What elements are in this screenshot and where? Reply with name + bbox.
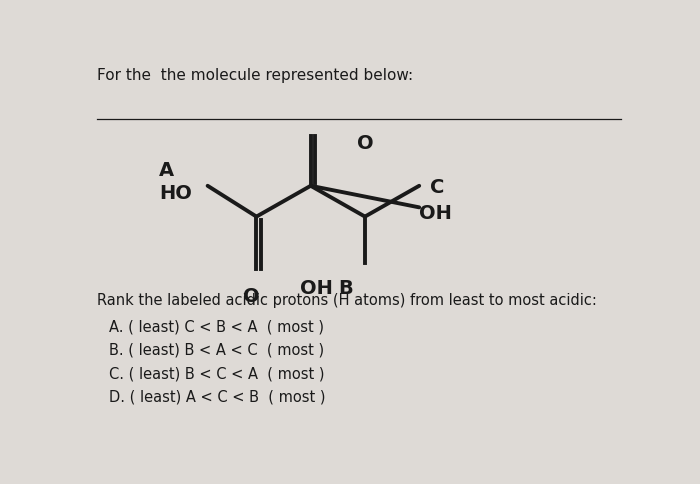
Text: HO: HO: [159, 183, 192, 202]
Text: O: O: [243, 287, 259, 305]
Text: B: B: [338, 279, 353, 298]
Text: D. ( least) A < C < B  ( most ): D. ( least) A < C < B ( most ): [109, 389, 326, 404]
Text: For the  the molecule represented below:: For the the molecule represented below:: [97, 68, 413, 83]
Text: OH: OH: [300, 279, 332, 298]
Text: OH: OH: [419, 204, 452, 223]
Text: C: C: [430, 177, 444, 196]
Text: B. ( least) B < A < C  ( most ): B. ( least) B < A < C ( most ): [109, 342, 324, 357]
Text: O: O: [356, 134, 373, 152]
Text: C. ( least) B < C < A  ( most ): C. ( least) B < C < A ( most ): [109, 365, 325, 380]
Text: A: A: [159, 160, 174, 179]
Text: A. ( least) C < B < A  ( most ): A. ( least) C < B < A ( most ): [109, 318, 324, 333]
Text: Rank the labeled acidic protons (H atoms) from least to most acidic:: Rank the labeled acidic protons (H atoms…: [97, 292, 596, 307]
